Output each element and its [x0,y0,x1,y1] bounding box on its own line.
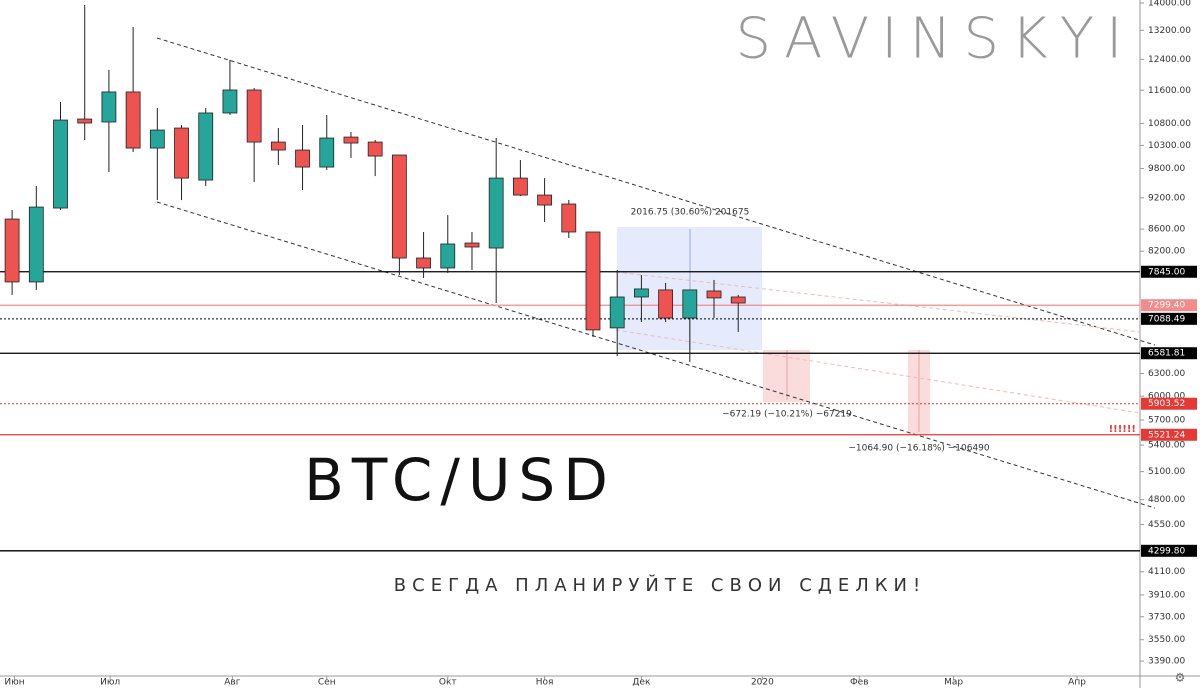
candle-body [246,89,262,143]
y-tick-label: 14000.00 [1148,0,1191,9]
price-level-label: 6581.81 [1148,349,1185,359]
price-level-box [1141,544,1197,557]
y-tick-label: 10800.00 [1148,119,1191,129]
candle-body [609,296,625,329]
candle-body [512,177,528,196]
x-tick-label: Ноя [536,678,554,688]
y-tick-label: 5400.00 [1148,441,1185,451]
candle-body [149,129,165,149]
slogan: ВСЕГДА ПЛАНИРУЙТЕ СВОИ СДЕЛКИ! [394,574,926,596]
range-label: −1064.90 (−16.18%) −106490 [848,444,990,454]
candle-body [391,154,407,259]
y-tick-label: 8600.00 [1148,225,1185,235]
price-level-label: 7088.49 [1148,314,1185,324]
y-tick-label: 6000.00 [1148,392,1185,402]
y-tick-label: 4550.00 [1148,520,1185,530]
price-level-box [1141,397,1197,410]
x-tick-label: 2020 [751,678,774,688]
candle-body [198,112,214,181]
x-tick-label: Сен [318,678,336,688]
price-level-box [1141,299,1197,312]
y-tick-label: 5100.00 [1148,467,1185,477]
candle-body [343,136,359,144]
y-tick-label: 10300.00 [1148,141,1191,151]
candle-body [658,289,674,319]
x-tick-label: Дек [632,678,651,688]
x-tick-label: Июл [100,678,120,688]
x-tick-label: Мар [944,678,963,688]
price-level-label: 5521.24 [1148,430,1185,440]
y-tick-label: 13200.00 [1148,26,1191,36]
candle-body [101,91,117,123]
projection-line [615,329,1141,414]
projection-line [615,271,1141,333]
y-tick-label: 9800.00 [1148,164,1185,174]
candle-body [464,242,480,248]
y-tick-label: 4800.00 [1148,495,1185,505]
candle-body [4,218,20,283]
y-tick-label: 6300.00 [1148,369,1185,379]
candle-body [440,243,456,269]
y-tick-label: 3910.00 [1148,590,1185,600]
candle-body [561,203,577,233]
channel-line [156,37,1156,346]
price-level-box [1141,428,1197,441]
price-level-box [1141,347,1197,360]
range-label: −672.19 (−10.21%) −67219 [722,410,852,420]
candle-body [730,296,746,304]
candle-body [53,119,68,209]
y-tick-label: 3390.00 [1148,657,1185,667]
price-level-box [1141,265,1197,278]
x-tick-label: Апр [1068,678,1086,688]
watermark: SAVINSKYI [735,6,1134,71]
candle-body [28,206,44,283]
candle-body [367,141,383,157]
candle-body [537,194,552,206]
y-tick-label: 9200.00 [1148,193,1185,203]
candle-body [488,177,504,249]
price-level-label: 4299.80 [1148,546,1185,556]
price-level-label: 5903.52 [1148,399,1185,409]
price-level-label: 7299.40 [1148,301,1185,311]
price-level-box [1141,312,1197,325]
y-tick-label: 8200.00 [1148,247,1185,257]
candle-body [682,289,698,319]
x-tick-label: Окт [439,678,457,688]
y-tick-label: 5700.00 [1148,415,1185,425]
candle-body [319,137,335,168]
price-level-label: 7845.00 [1148,267,1185,277]
x-tick-label: Июн [4,678,24,688]
candle-body [270,141,286,151]
y-tick-label: 3730.00 [1148,612,1185,622]
candle-body [222,89,238,114]
y-tick-label: 12400.00 [1148,55,1191,65]
y-tick-label: 4110.00 [1148,567,1185,577]
alert-label: !!!!!! [1109,424,1136,435]
channel-line [156,201,1156,509]
candle-body [706,290,722,299]
candle-body [416,257,431,269]
x-tick-label: Фев [850,678,869,688]
candle-body [77,118,93,124]
y-tick-label: 3550.00 [1148,635,1185,645]
range-label: 2016.75 (30.60%) 201675 [631,208,750,218]
x-tick-label: Авг [224,678,240,688]
candle-body [295,149,310,168]
symbol-label: BTC/USD [304,446,616,514]
y-tick-label: 11600.00 [1148,86,1191,96]
candle-body [585,231,601,331]
candle-body [634,288,649,298]
candle-body [174,127,189,179]
settings-icon[interactable]: ⚙ [1175,671,1186,685]
candle-body [125,91,141,149]
